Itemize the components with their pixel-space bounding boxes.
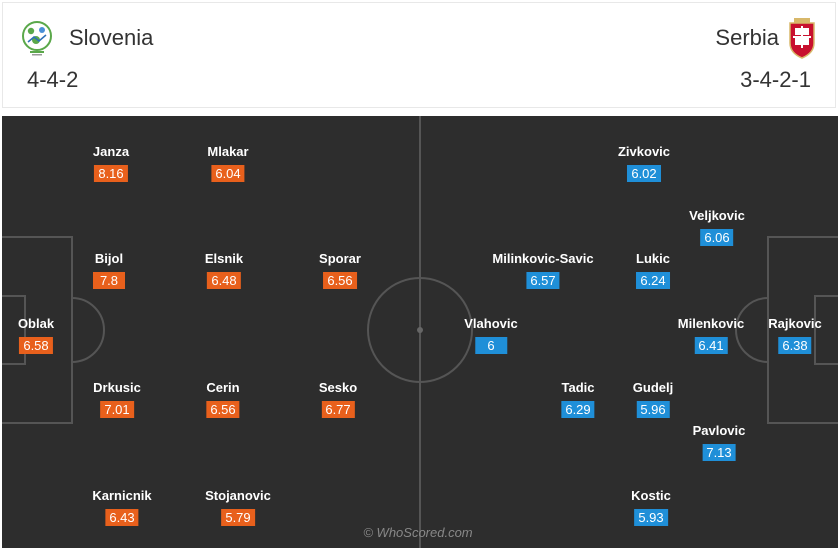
- player-card[interactable]: Karnicnik 6.43: [92, 488, 152, 527]
- player-card[interactable]: Sesko 6.77: [319, 380, 357, 419]
- player-rating: 6: [475, 337, 507, 354]
- home-team-name: Slovenia: [69, 25, 154, 50]
- player-card[interactable]: Zivkovic 6.02: [618, 144, 670, 183]
- player-name: Bijol: [94, 251, 124, 266]
- match-header: Slovenia 4-4-2 Serbia 3-4-2-1: [2, 2, 836, 108]
- player-name: Gudelj: [632, 380, 674, 395]
- player-name: Tadic: [561, 380, 595, 395]
- player-name: Mlakar: [207, 144, 249, 159]
- player-name: Sesko: [318, 380, 358, 395]
- player-name: Milenkovic: [677, 316, 745, 331]
- player-name: Cerin: [206, 380, 240, 395]
- player-card[interactable]: Oblak 6.58: [18, 316, 54, 355]
- away-team-name: Serbia: [715, 25, 779, 50]
- player-card[interactable]: Kostic 5.93: [631, 488, 671, 527]
- player-rating: 6.38: [778, 337, 812, 354]
- player-card[interactable]: Pavlovic 7.13: [692, 423, 746, 462]
- player-rating: 6.56: [206, 401, 240, 418]
- player-rating: 6.58: [19, 337, 53, 354]
- player-card[interactable]: Elsnik 6.48: [205, 251, 243, 290]
- player-card[interactable]: Janza 8.16: [93, 144, 129, 183]
- player-card[interactable]: Tadic 6.29: [561, 380, 595, 419]
- player-name: Sporar: [319, 251, 361, 266]
- player-name: Veljkovic: [689, 208, 745, 223]
- player-name: Milinkovic-Savic: [492, 251, 594, 266]
- player-card[interactable]: Milenkovic 6.41: [678, 316, 744, 355]
- player-name: Zivkovic: [617, 144, 671, 159]
- player-name: Vlahovic: [464, 316, 518, 331]
- player-rating: 6.29: [561, 401, 595, 418]
- away-formation: 3-4-2-1: [740, 67, 811, 92]
- player-rating: 6.06: [700, 229, 734, 246]
- player-name: Karnicnik: [92, 488, 152, 503]
- player-rating: 6.77: [321, 401, 355, 418]
- player-rating: 6.02: [627, 165, 661, 182]
- player-rating: 8.16: [94, 165, 128, 182]
- player-name: Kostic: [631, 488, 671, 503]
- player-rating: 5.96: [636, 401, 670, 418]
- player-rating: 6.57: [526, 272, 560, 289]
- player-rating: 5.79: [221, 509, 255, 526]
- player-card[interactable]: Gudelj 5.96: [633, 380, 673, 419]
- player-name: Rajkovic: [768, 316, 822, 331]
- player-card[interactable]: Lukic 6.24: [636, 251, 670, 290]
- player-card[interactable]: Cerin 6.56: [206, 380, 240, 419]
- player-card[interactable]: Veljkovic 6.06: [689, 208, 745, 247]
- player-name: Lukic: [636, 251, 670, 266]
- player-rating: 6.43: [105, 509, 139, 526]
- player-name: Drkusic: [93, 380, 141, 395]
- player-card[interactable]: Milinkovic-Savic 6.57: [492, 251, 594, 290]
- player-name: Elsnik: [204, 251, 244, 266]
- player-card[interactable]: Vlahovic 6: [464, 316, 518, 355]
- player-card[interactable]: Stojanovic 5.79: [205, 488, 271, 527]
- home-formation: 4-4-2: [27, 67, 79, 92]
- player-name: Pavlovic: [692, 423, 746, 438]
- player-card[interactable]: Rajkovic 6.38: [768, 316, 822, 355]
- watermark: © WhoScored.com: [363, 525, 473, 540]
- player-card[interactable]: Mlakar 6.04: [207, 144, 249, 183]
- player-rating: 6.41: [694, 337, 728, 354]
- player-rating: 7.13: [702, 444, 736, 461]
- player-rating: 7.8: [93, 272, 125, 289]
- player-rating: 7.01: [100, 401, 134, 418]
- player-card[interactable]: Drkusic 7.01: [93, 380, 141, 419]
- pitch: [2, 116, 838, 548]
- player-rating: 6.56: [323, 272, 357, 289]
- player-rating: 5.93: [634, 509, 668, 526]
- player-rating: 6.04: [211, 165, 245, 182]
- player-name: Oblak: [17, 316, 55, 331]
- pitch-markings: [2, 116, 838, 548]
- player-card[interactable]: Bijol 7.8: [93, 251, 125, 290]
- player-name: Stojanovic: [205, 488, 271, 503]
- player-rating: 6.48: [207, 272, 241, 289]
- slovenia-crest-icon: [22, 21, 52, 56]
- player-name: Janza: [92, 144, 130, 159]
- serbia-crest-icon: [789, 18, 815, 59]
- player-rating: 6.24: [636, 272, 670, 289]
- player-card[interactable]: Sporar 6.56: [319, 251, 361, 290]
